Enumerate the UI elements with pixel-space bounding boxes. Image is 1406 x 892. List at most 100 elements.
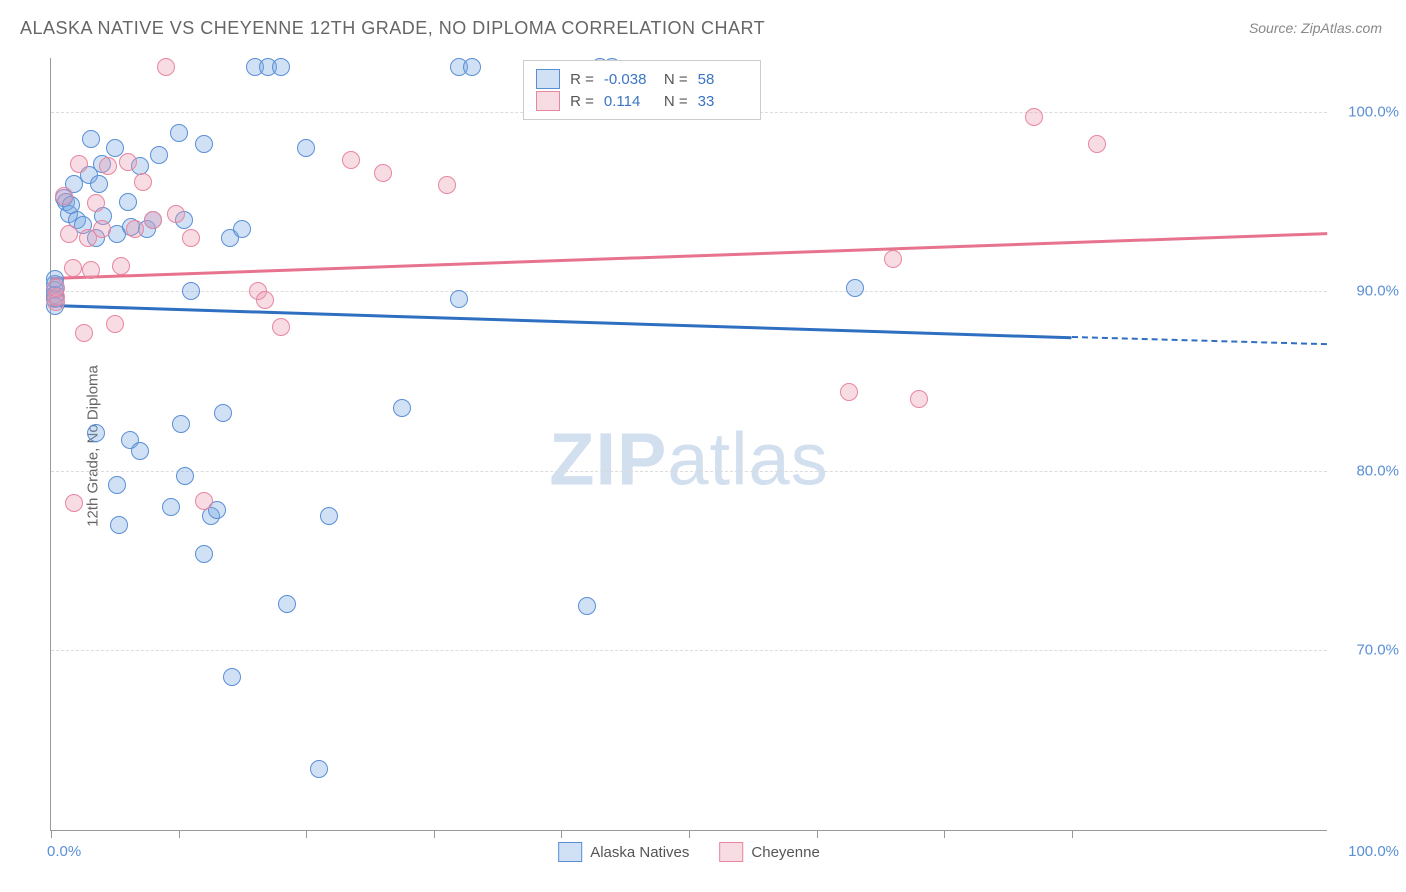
legend-n-value: 33 xyxy=(698,93,748,110)
source-attribution: Source: ZipAtlas.com xyxy=(1249,20,1382,36)
trend-line xyxy=(51,232,1327,279)
legend-r-value: -0.038 xyxy=(604,71,654,88)
legend-row: R =0.114N =33 xyxy=(536,91,748,111)
data-point xyxy=(450,290,468,308)
y-tick-label: 100.0% xyxy=(1348,103,1399,120)
data-point xyxy=(90,175,108,193)
legend-swatch xyxy=(536,91,560,111)
data-point xyxy=(75,324,93,342)
x-axis-min-label: 0.0% xyxy=(47,843,81,860)
data-point xyxy=(233,220,251,238)
data-point xyxy=(578,597,596,615)
x-axis-max-label: 100.0% xyxy=(1348,843,1399,860)
data-point xyxy=(272,58,290,76)
x-tick xyxy=(689,830,690,838)
data-point xyxy=(438,176,456,194)
data-point xyxy=(131,442,149,460)
data-point xyxy=(99,157,117,175)
y-tick-label: 90.0% xyxy=(1356,283,1399,300)
legend-row: R =-0.038N =58 xyxy=(536,69,748,89)
watermark: ZIPatlas xyxy=(549,417,828,502)
legend-r-value: 0.114 xyxy=(604,93,654,110)
data-point xyxy=(182,282,200,300)
legend-swatch xyxy=(558,842,582,862)
scatter-plot-area: ZIPatlas 70.0%80.0%90.0%100.0%0.0%100.0%… xyxy=(50,58,1327,831)
data-point xyxy=(195,135,213,153)
data-point xyxy=(176,467,194,485)
data-point xyxy=(70,155,88,173)
data-point xyxy=(112,257,130,275)
data-point xyxy=(65,494,83,512)
data-point xyxy=(310,760,328,778)
data-point xyxy=(126,220,144,238)
legend-label: Cheyenne xyxy=(751,844,819,861)
legend-swatch xyxy=(719,842,743,862)
data-point xyxy=(87,424,105,442)
data-point xyxy=(144,211,162,229)
data-point xyxy=(182,229,200,247)
data-point xyxy=(170,124,188,142)
x-tick xyxy=(434,830,435,838)
y-tick-label: 70.0% xyxy=(1356,642,1399,659)
legend-item: Cheyenne xyxy=(719,842,819,862)
gridline xyxy=(51,650,1327,651)
data-point xyxy=(195,545,213,563)
gridline xyxy=(51,471,1327,472)
data-point xyxy=(374,164,392,182)
data-point xyxy=(272,318,290,336)
data-point xyxy=(463,58,481,76)
trend-line xyxy=(51,304,1072,339)
data-point xyxy=(64,259,82,277)
data-point xyxy=(108,476,126,494)
x-tick xyxy=(1072,830,1073,838)
data-point xyxy=(278,595,296,613)
data-point xyxy=(393,399,411,417)
data-point xyxy=(320,507,338,525)
data-point xyxy=(55,187,73,205)
x-tick xyxy=(944,830,945,838)
data-point xyxy=(150,146,168,164)
data-point xyxy=(840,383,858,401)
legend-r-label: R = xyxy=(570,93,594,110)
data-point xyxy=(60,225,78,243)
legend-swatch xyxy=(536,69,560,89)
data-point xyxy=(167,205,185,223)
trend-line-extrapolated xyxy=(1072,336,1327,345)
data-point xyxy=(119,193,137,211)
data-point xyxy=(157,58,175,76)
watermark-rest: atlas xyxy=(667,418,828,501)
legend-label: Alaska Natives xyxy=(590,844,689,861)
data-point xyxy=(195,492,213,510)
data-point xyxy=(106,315,124,333)
correlation-legend: R =-0.038N =58R =0.114N =33 xyxy=(523,60,761,120)
data-point xyxy=(82,130,100,148)
legend-n-value: 58 xyxy=(698,71,748,88)
legend-item: Alaska Natives xyxy=(558,842,689,862)
series-legend: Alaska Natives Cheyenne xyxy=(558,842,820,862)
data-point xyxy=(884,250,902,268)
x-tick xyxy=(306,830,307,838)
chart-title: ALASKA NATIVE VS CHEYENNE 12TH GRADE, NO… xyxy=(20,18,765,39)
data-point xyxy=(846,279,864,297)
watermark-bold: ZIP xyxy=(549,418,667,501)
gridline xyxy=(51,291,1327,292)
data-point xyxy=(162,498,180,516)
data-point xyxy=(342,151,360,169)
x-tick xyxy=(51,830,52,838)
x-tick xyxy=(561,830,562,838)
x-tick xyxy=(817,830,818,838)
data-point xyxy=(1025,108,1043,126)
data-point xyxy=(110,516,128,534)
data-point xyxy=(223,668,241,686)
data-point xyxy=(119,153,137,171)
y-tick-label: 80.0% xyxy=(1356,462,1399,479)
data-point xyxy=(87,194,105,212)
data-point xyxy=(1088,135,1106,153)
data-point xyxy=(82,261,100,279)
data-point xyxy=(256,291,274,309)
data-point xyxy=(910,390,928,408)
legend-n-label: N = xyxy=(664,71,688,88)
data-point xyxy=(134,173,152,191)
data-point xyxy=(93,220,111,238)
data-point xyxy=(172,415,190,433)
